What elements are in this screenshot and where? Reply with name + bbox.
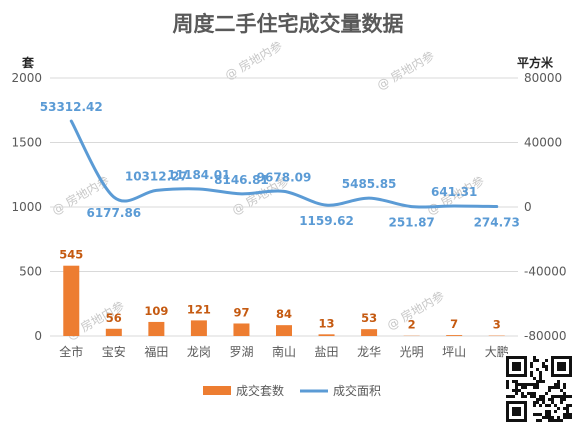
bar-value-label: 2 [408,318,416,332]
x-tick-label: 光明 [400,345,424,359]
bar [361,329,378,336]
qr-code-image [504,354,574,424]
x-tick-label: 龙华 [357,345,381,359]
bar [318,334,335,336]
line-series [69,119,499,209]
legend-label-line: 成交面积 [333,383,381,398]
bar-value-label: 84 [276,307,292,321]
line-path [69,119,499,209]
line-value-label: 6177.86 [86,206,141,220]
x-tick-label: 盐田 [315,345,339,359]
line-value-label: 10312.27 [125,169,188,183]
bar-value-label: 3 [493,318,501,332]
legend: 成交套数 成交面积 [203,383,381,398]
left-tick-label: 1500 [11,136,42,150]
bar-value-label: 121 [187,302,211,316]
left-tick-label: 1000 [11,200,42,214]
x-tick-label: 南山 [272,344,296,359]
left-axis-unit: 套 [21,55,35,70]
bar [63,265,80,336]
bar [446,335,463,336]
x-tick-label: 福田 [144,344,168,359]
line-value-label: 274.73 [474,216,520,230]
bar-value-label: 109 [144,304,168,318]
bar-value-label: 13 [319,316,335,330]
line-value-label: 641.31 [431,185,477,199]
right-axis-unit: 平方米 [517,55,554,70]
bar [276,325,292,336]
bar-value-label: 7 [450,317,458,331]
legend-label-bar: 成交套数 [236,383,284,398]
bar-value-label: 97 [233,305,249,319]
x-tick-label: 全市 [59,344,83,359]
x-axis-ticks: 全市 宝安 福田 龙岗 罗湖 南山 盐田 龙华 光明 坪山 大鹏 [59,344,508,359]
watermark-text: @ 房地内参 [374,48,437,93]
bar [190,320,207,336]
bar-value-label: 545 [59,248,83,262]
left-tick-label: 500 [19,265,42,279]
right-axis-ticks: -80000 -40000 0 40000 80000 [524,71,567,343]
line-value-label: 9678.09 [257,170,312,184]
line-value-label: 5485.85 [342,177,397,191]
line-value-label: 11184.01 [167,168,230,182]
line-value-label: 8146.81 [214,173,269,187]
x-tick-label: 大鹏 [485,345,509,359]
bar-data-labels: 545 56 109 121 97 84 13 53 2 7 3 [59,248,500,332]
bar [148,321,165,336]
x-tick-label: 龙岗 [187,345,211,359]
line-value-label: 251.87 [388,216,434,230]
bar-value-label: 53 [361,311,377,325]
left-tick-label: 2000 [11,71,42,85]
watermark-text: @ 房地内参 [222,38,285,83]
bar-series [63,265,505,336]
right-tick-label: 40000 [524,136,562,150]
bar [233,323,250,336]
x-tick-label: 罗湖 [229,344,253,359]
line-value-label: 53312.42 [40,100,103,114]
bar [105,328,122,336]
right-tick-label: -40000 [524,265,567,279]
line-data-labels: 53312.42 6177.86 10312.2711184.018146.8196… [40,100,520,230]
right-tick-label: -80000 [524,329,567,343]
right-tick-label: 80000 [524,71,562,85]
line-value-label: 1159.62 [299,214,354,228]
chart-title: 周度二手住宅成交量数据 [173,12,404,36]
right-tick-label: 0 [524,200,532,214]
legend-swatch-bar [203,386,231,395]
left-tick-label: 0 [34,329,42,343]
x-tick-label: 坪山 [442,345,466,359]
x-tick-label: 宝安 [102,344,126,359]
bar-value-label: 56 [106,311,122,325]
left-axis-ticks: 0 500 1000 1500 2000 [11,71,42,343]
